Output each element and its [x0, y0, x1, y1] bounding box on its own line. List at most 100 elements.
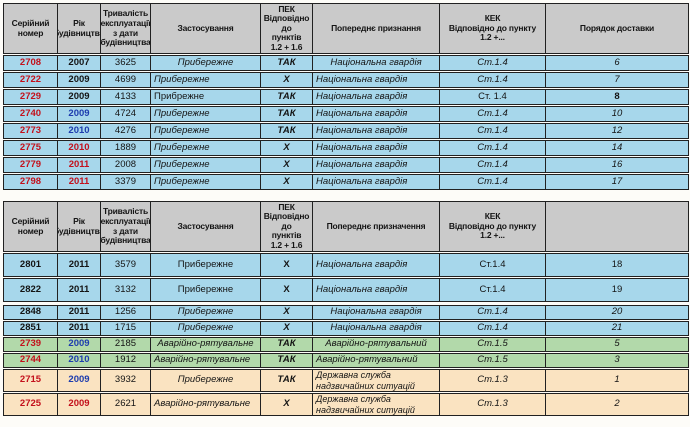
cell-previous-designation: Державна служба надзвичайних ситуацій: [313, 394, 440, 415]
cell-application: Прибрежне: [151, 90, 261, 104]
cell-pek-compliance: Х: [261, 141, 313, 155]
cell-build-year: 2009: [58, 107, 101, 121]
cell-application: Прибережне: [151, 279, 261, 301]
table-row: 2822 2011 3132 Прибережне Х Національна гвард…: [3, 278, 689, 302]
table-row: 2729 2009 4133 Прибрежне ТАК Національна гвар…: [3, 89, 689, 105]
cell-build-year: 2010: [58, 354, 101, 367]
cell-application: Прибережне: [151, 56, 261, 70]
cell-serial-number: 2822: [4, 279, 58, 301]
cell-pek-compliance: Х: [261, 254, 313, 276]
header-application: Застосування: [151, 202, 261, 251]
cell-application: Прибережне: [151, 175, 261, 189]
cell-delivery-order: 7: [614, 73, 620, 85]
cell-pek-compliance: Х: [261, 394, 313, 415]
cell-previous-designation: Національна гвардія: [313, 306, 440, 319]
table-row: 2851 2011 1715 Прибережне Х Національна гвард…: [3, 321, 689, 336]
cell-application: Прибережне: [151, 306, 261, 319]
cell-service-duration: 4133: [101, 90, 151, 104]
cell-previous-designation: Державна служба надзвичайних ситуацій: [313, 370, 440, 391]
cell-pek-compliance: Х: [261, 306, 313, 319]
cell-kek-compliance: Ст.1.4: [440, 175, 546, 189]
cell-delivery-order: 1: [614, 374, 620, 386]
cell-delivery-order: 5: [614, 338, 620, 350]
cell-previous-designation: Аварійно-рятувальний: [313, 338, 440, 351]
cell-kek-compliance: Ст. 1.4: [440, 90, 546, 104]
cell-application: Прибережне: [151, 107, 261, 121]
table-row: 2775 2010 1889 Прибережне Х Національна гвард…: [3, 140, 689, 156]
cell-build-year: 2011: [58, 279, 101, 301]
cell-service-duration: 1889: [101, 141, 151, 155]
cell-delivery-order: 19: [611, 283, 623, 295]
header-service-duration: Тривалість експлуатації з дати будівницт…: [101, 202, 151, 251]
header-serial-number: Серійний номер: [4, 4, 58, 53]
cell-pek-compliance: Х: [261, 175, 313, 189]
table-row: 2722 2009 4699 Прибережне Х Національна гвард…: [3, 72, 689, 88]
cell-serial-number: 2851: [4, 322, 58, 335]
cell-build-year: 2011: [58, 175, 101, 189]
cell-serial-number: 2775: [4, 141, 58, 155]
cell-previous-designation: Національна гвардія: [313, 73, 440, 87]
cell-serial-number: 2740: [4, 107, 58, 121]
cell-service-duration: 1256: [101, 306, 151, 319]
cell-delivery-order: 10: [611, 107, 623, 119]
cell-pek-compliance: ТАК: [261, 56, 313, 70]
cell-application: Прибережне: [151, 254, 261, 276]
cell-delivery-order: 21: [611, 322, 623, 334]
cell-service-duration: 2185: [101, 338, 151, 351]
header-service-duration: Тривалість експлуатації з дати будівницт…: [101, 4, 151, 53]
cell-previous-designation: Аварійно-рятувальний: [313, 354, 440, 367]
table-row: 2773 2010 4276 Прибережне ТАК Національна гва…: [3, 123, 689, 139]
cell-delivery-order: 3: [614, 354, 620, 366]
cell-previous-designation: Національна гвардія: [313, 254, 440, 276]
cell-serial-number: 2708: [4, 56, 58, 70]
header-previous-designation: Попереднє признання: [313, 4, 440, 53]
cell-pek-compliance: ТАК: [261, 124, 313, 138]
cell-build-year: 2009: [58, 338, 101, 351]
cell-kek-compliance: Ст.1.4: [440, 158, 546, 172]
cell-kek-compliance: Ст.1.4: [440, 254, 546, 276]
cell-previous-designation: Національна гвардія: [313, 56, 440, 70]
table-row: 2848 2011 1256 Прибережне Х Національна гвард…: [3, 305, 689, 320]
cell-delivery-order: 6: [614, 56, 620, 68]
cell-kek-compliance: Ст.1.4: [440, 306, 546, 319]
cell-serial-number: 2729: [4, 90, 58, 104]
cell-application: Прибережне: [151, 370, 261, 391]
cell-build-year: 2011: [58, 322, 101, 335]
cell-application: Прибережне: [151, 158, 261, 172]
cell-build-year: 2007: [58, 56, 101, 70]
table-row: 2715 2009 3932 Прибережне ТАК Державна служба…: [3, 369, 689, 392]
cell-kek-compliance: Ст.1.4: [440, 124, 546, 138]
cell-pek-compliance: Х: [261, 158, 313, 172]
cell-pek-compliance: ТАК: [261, 370, 313, 391]
cell-delivery-order: 18: [611, 258, 623, 270]
cell-delivery-order: 20: [611, 306, 623, 318]
cell-previous-designation: Національна гвардія: [313, 279, 440, 301]
cell-serial-number: 2744: [4, 354, 58, 367]
cell-kek-compliance: Ст.1.3: [440, 370, 546, 391]
cell-kek-compliance: Ст.1.4: [440, 322, 546, 335]
cell-kek-compliance: Ст.1.5: [440, 338, 546, 351]
cell-kek-compliance: Ст.1.5: [440, 354, 546, 367]
cell-service-duration: 3132: [101, 279, 151, 301]
cell-serial-number: 2773: [4, 124, 58, 138]
cell-pek-compliance: ТАК: [261, 338, 313, 351]
cell-service-duration: 3379: [101, 175, 151, 189]
header-kek-compliance: КЕК Відповідно до пункту 1.2 +...: [440, 4, 546, 53]
cell-pek-compliance: Х: [261, 322, 313, 335]
cell-service-duration: 3932: [101, 370, 151, 391]
cell-service-duration: 4699: [101, 73, 151, 87]
cell-application: Прибережне: [151, 322, 261, 335]
table-row: 2708 2007 3625 Прибережне ТАК Національна гва…: [3, 55, 689, 71]
cell-build-year: 2009: [58, 370, 101, 391]
header-application: Застосування: [151, 4, 261, 53]
cell-previous-designation: Національна гвардія: [313, 158, 440, 172]
table-row: 2798 2011 3379 Прибережне Х Національна гвард…: [3, 174, 689, 190]
cell-build-year: 2011: [58, 306, 101, 319]
table-row: 2801 2011 3579 Прибережне Х Національна гвард…: [3, 253, 689, 277]
header-pek-compliance: ПЕК Відповідно до пунктів 1.2 + 1.6: [261, 4, 313, 53]
table-row: 2739 2009 2185 Аварійно-рятувальне ТАК Аварій…: [3, 337, 689, 352]
cell-pek-compliance: ТАК: [261, 354, 313, 367]
cell-service-duration: 1912: [101, 354, 151, 367]
